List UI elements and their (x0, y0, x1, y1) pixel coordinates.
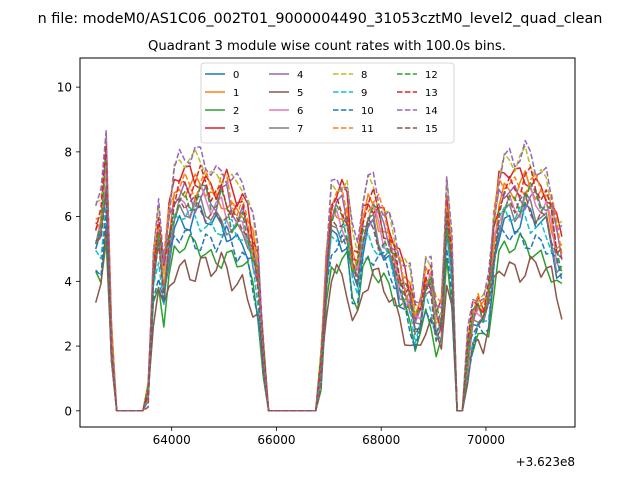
legend-box (200, 62, 455, 144)
x-axis-offset-label: +3.623e8 (516, 455, 575, 469)
series-line-5 (94, 225, 563, 412)
legend-label-3: 3 (233, 124, 239, 135)
legend-label-13: 13 (425, 88, 438, 99)
x-tick-label: 64000 (153, 433, 191, 447)
legend-label-4: 4 (297, 70, 303, 81)
legend-label-15: 15 (425, 124, 438, 135)
legend-label-10: 10 (361, 106, 374, 117)
x-axis-ticks: 64000 66000 68000 70000 (153, 427, 505, 447)
legend-label-11: 11 (361, 124, 374, 135)
legend-label-7: 7 (297, 124, 303, 135)
legend-label-1: 1 (233, 88, 239, 99)
y-tick-label: 8 (64, 145, 72, 159)
axes-frame (79, 57, 576, 428)
plot-lines (94, 129, 563, 412)
legend-label-14: 14 (425, 106, 438, 117)
y-axis-ticks: 0 2 4 6 8 10 (57, 81, 80, 418)
legend-label-5: 5 (297, 88, 303, 99)
series-line-10 (95, 209, 563, 412)
legend-label-0: 0 (233, 70, 239, 81)
y-tick-label: 4 (64, 275, 72, 289)
legend-label-2: 2 (233, 106, 239, 117)
x-tick-label: 66000 (257, 433, 295, 447)
series-line-15 (95, 190, 563, 412)
series-line-14 (94, 129, 563, 412)
legend-label-12: 12 (425, 70, 438, 81)
x-tick-label: 70000 (467, 433, 505, 447)
series-line-2 (95, 232, 563, 412)
legend-label-9: 9 (361, 88, 367, 99)
legend-label-8: 8 (361, 70, 367, 81)
y-tick-label: 6 (64, 210, 72, 224)
chart-title: Quadrant 3 module wise count rates with … (148, 39, 506, 54)
y-tick-label: 2 (64, 340, 72, 354)
y-tick-label: 10 (57, 81, 72, 95)
y-tick-label: 0 (64, 404, 72, 418)
chart-suptitle: n file: modeM0/AS1C06_002T01_9000004490_… (38, 11, 603, 27)
legend-label-6: 6 (297, 106, 303, 117)
x-tick-label: 68000 (362, 433, 400, 447)
